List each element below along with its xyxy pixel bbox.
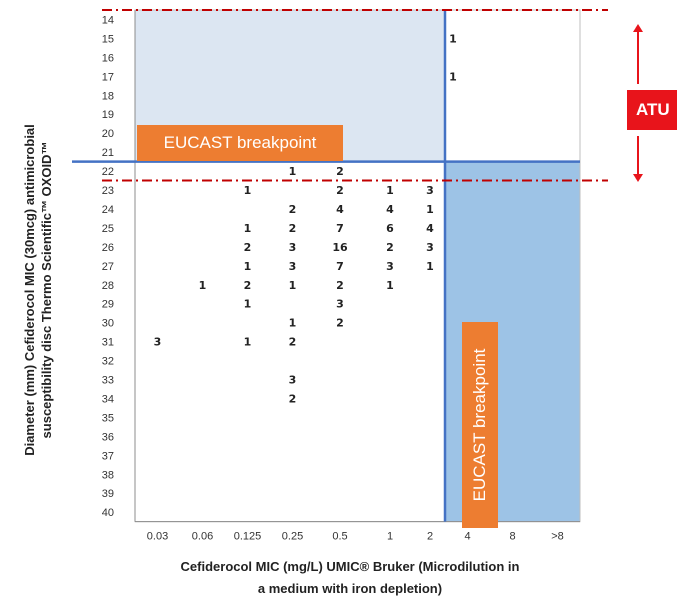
- y-tick-label: 36: [102, 431, 114, 443]
- x-tick-label: 1: [387, 531, 393, 543]
- cell-count: 2: [244, 241, 252, 254]
- y-tick-label: 28: [102, 280, 114, 292]
- cell-count: 1: [449, 70, 457, 83]
- eucast-breakpoint-label-horizontal: EUCAST breakpoint: [137, 125, 343, 161]
- cell-count: 6: [386, 222, 394, 235]
- y-tick-label: 27: [102, 261, 114, 273]
- cell-count: 4: [386, 203, 394, 216]
- cell-count: 2: [289, 392, 297, 405]
- y-tick-label: 30: [102, 318, 114, 330]
- cell-count: 2: [336, 184, 344, 197]
- cell-count: 3: [426, 184, 434, 197]
- x-axis-label-line-1: Cefiderocol MIC (mg/L) UMIC® Bruker (Mic…: [180, 559, 520, 574]
- cell-count: 2: [289, 336, 297, 349]
- y-tick-label: 17: [102, 71, 114, 83]
- x-tick-label: 0.03: [147, 531, 168, 543]
- cell-count: 2: [336, 317, 344, 330]
- y-tick-label: 31: [102, 337, 114, 349]
- cell-count: 7: [336, 260, 344, 273]
- cell-count: 1: [289, 279, 297, 292]
- y-tick-label: 16: [102, 52, 114, 64]
- cell-count: 1: [426, 203, 434, 216]
- cell-count: 1: [386, 184, 394, 197]
- cell-count: 1: [449, 32, 457, 45]
- eucast-breakpoint-label-vertical: EUCAST breakpoint: [470, 348, 489, 502]
- cell-count: 2: [289, 222, 297, 235]
- cell-count: 3: [426, 241, 434, 254]
- x-tick-label: 0.125: [234, 531, 262, 543]
- cell-count: 2: [386, 241, 394, 254]
- cell-count: 7: [336, 222, 344, 235]
- cell-count: 1: [244, 336, 252, 349]
- cell-count: 2: [244, 279, 252, 292]
- atu-arrow-up-head: [633, 24, 643, 32]
- x-axis-label-line-2: a medium with iron depletion): [257, 581, 443, 596]
- y-tick-label: 33: [102, 375, 114, 387]
- cell-count: 1: [244, 298, 252, 311]
- y-tick-label: 35: [102, 412, 114, 424]
- y-tick-label: 23: [102, 185, 114, 197]
- cell-count: 4: [336, 203, 344, 216]
- x-tick-label: 8: [509, 531, 515, 543]
- y-axis-label-line-2: susceptibility disc Thermo Scientific™ O…: [39, 141, 54, 439]
- cell-count: 3: [289, 374, 297, 387]
- y-tick-label: 15: [102, 33, 114, 45]
- y-tick-label: 32: [102, 356, 114, 368]
- y-axis-label: Diameter (mm) Cefiderocol MIC (30mcg) an…: [2, 40, 74, 540]
- y-tick-label: 20: [102, 128, 114, 140]
- y-tick-label: 19: [102, 109, 114, 121]
- atu-badge: ATU: [627, 90, 677, 130]
- y-tick-label: 21: [102, 147, 114, 159]
- y-tick-label: 25: [102, 223, 114, 235]
- eucast-breakpoint-label-vertical-box: EUCAST breakpoint: [462, 322, 498, 528]
- y-tick-label: 18: [102, 90, 114, 102]
- x-tick-label: 4: [464, 531, 470, 543]
- cell-count: 3: [289, 241, 297, 254]
- cell-count: 1: [386, 279, 394, 292]
- y-tick-label: 29: [102, 299, 114, 311]
- x-tick-label: 0.5: [332, 531, 347, 543]
- cell-count: 2: [336, 165, 344, 178]
- cell-count: 2: [289, 203, 297, 216]
- x-tick-label: 0.25: [282, 531, 303, 543]
- y-tick-label: 26: [102, 242, 114, 254]
- x-tick-label: >8: [551, 531, 564, 543]
- cell-count: 3: [386, 260, 394, 273]
- cell-count: 1: [426, 260, 434, 273]
- y-tick-label: 22: [102, 166, 114, 178]
- y-tick-label: 37: [102, 450, 114, 462]
- cell-count: 3: [289, 260, 297, 273]
- y-tick-label: 39: [102, 488, 114, 500]
- x-tick-label: 2: [427, 531, 433, 543]
- y-tick-label: 24: [102, 204, 114, 216]
- cell-count: 2: [336, 279, 344, 292]
- cell-count: 1: [244, 184, 252, 197]
- cell-count: 1: [244, 222, 252, 235]
- x-axis-label: Cefiderocol MIC (mg/L) UMIC® Bruker (Mic…: [100, 556, 600, 600]
- cell-count: 1: [199, 279, 207, 292]
- cell-count: 1: [289, 317, 297, 330]
- atu-arrow-down-head: [633, 174, 643, 182]
- cell-count: 1: [244, 260, 252, 273]
- y-tick-label: 40: [102, 507, 114, 519]
- cell-count: 1: [289, 165, 297, 178]
- cell-count: 3: [154, 336, 162, 349]
- cell-count: 4: [426, 222, 434, 235]
- y-axis-label-line-1: Diameter (mm) Cefiderocol MIC (30mcg) an…: [22, 124, 37, 456]
- y-tick-label: 34: [102, 393, 114, 405]
- x-tick-label: 0.06: [192, 531, 213, 543]
- y-tick-label: 38: [102, 469, 114, 481]
- cell-count: 16: [332, 241, 348, 254]
- cell-count: 3: [336, 298, 344, 311]
- y-tick-label: 14: [102, 14, 114, 26]
